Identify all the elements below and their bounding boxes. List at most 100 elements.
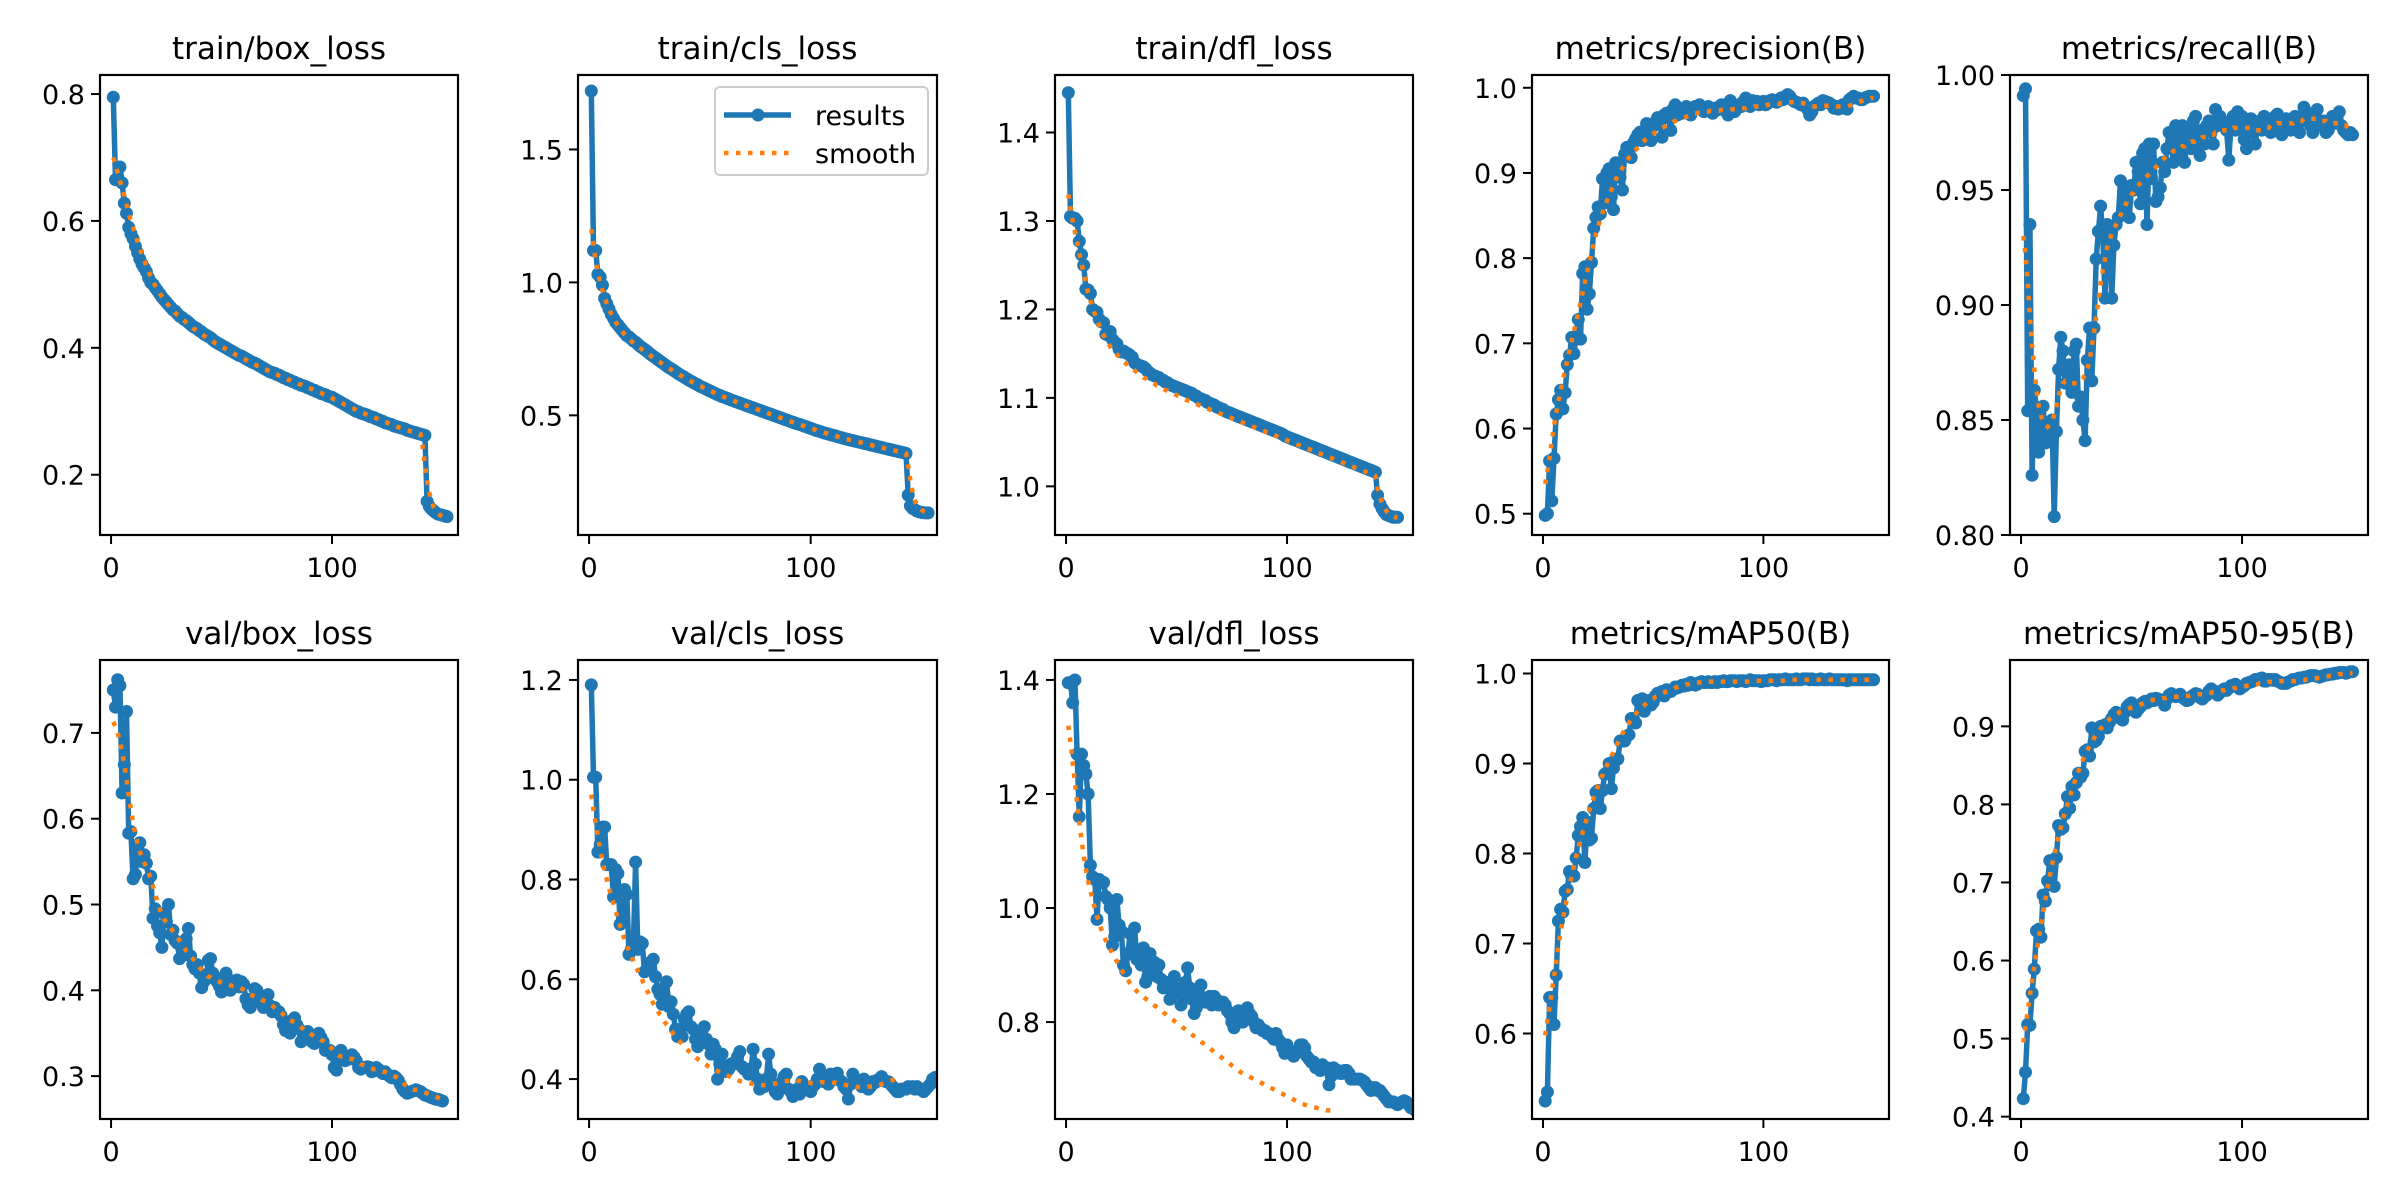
y-tick-label: 0.5 (1952, 1025, 1995, 1056)
x-tick-label: 100 (306, 553, 358, 584)
results-point (2248, 137, 2262, 151)
results-point (1072, 810, 1086, 824)
subplot-title: metrics/recall(B) (2061, 31, 2317, 67)
results-point (2094, 199, 2108, 213)
results-point (1615, 183, 1629, 197)
plot-area (2016, 82, 2359, 524)
results-point (2293, 126, 2306, 139)
subplot-title: metrics/precision(B) (1555, 31, 1867, 67)
results-line (1543, 91, 1875, 518)
smooth-line (589, 794, 900, 1090)
x-tick-label: 100 (785, 1137, 837, 1168)
plot-area (1061, 86, 1404, 524)
y-tick-label: 1.0 (997, 894, 1040, 925)
results-line (110, 676, 444, 1104)
results-point (2025, 468, 2039, 482)
axes-frame (2008, 658, 2370, 1121)
results-point (2332, 105, 2346, 119)
x-tick-label: 0 (2012, 553, 2029, 584)
results-point (1181, 961, 1195, 975)
subplot-title: metrics/mAP50(B) (1570, 616, 1851, 652)
y-tick-label: 1.2 (997, 780, 1040, 811)
legend-label-smooth: smooth (815, 139, 916, 170)
results-point (120, 705, 133, 718)
subplot-title: val/cls_loss (671, 616, 845, 652)
results-point (204, 952, 217, 966)
results-point (1558, 386, 1572, 400)
results-point (1604, 782, 1618, 796)
subplot-val-cls-loss: val/cls_loss 0 100 0.4 0.6 0.8 1.0 1.2 (520, 616, 939, 1168)
y-tick-label: 0.3 (42, 1062, 85, 1093)
results-point (2147, 137, 2161, 151)
y-tick-label: 0.85 (1935, 406, 1995, 437)
subplot-title: train/box_loss (172, 31, 386, 67)
results-point (682, 1005, 696, 1019)
plot-area (1061, 673, 1413, 1117)
x-tick-label: 0 (1534, 1137, 1551, 1168)
y-tick-label: 0.8 (1952, 790, 1995, 821)
results-point (733, 1045, 747, 1059)
results-line (588, 684, 937, 1102)
x-tick-label: 100 (306, 1137, 358, 1168)
results-point (1593, 802, 1607, 815)
results-point (2036, 399, 2050, 413)
y-tick-label: 0.4 (1952, 1103, 1995, 1134)
results-point (715, 1047, 729, 1061)
results-point (1587, 221, 1601, 235)
results-point (1068, 673, 1082, 687)
x-tick-label: 100 (2216, 1137, 2268, 1168)
results-point (1593, 207, 1607, 221)
results-point (2080, 353, 2094, 367)
results-point (615, 912, 629, 926)
results-point (1556, 905, 1570, 919)
results-point (649, 970, 663, 984)
plot-area (584, 84, 935, 520)
results-point (1061, 86, 1075, 100)
y-tick-label: 1.0 (520, 766, 563, 797)
results-point (611, 867, 625, 880)
results-point (2122, 211, 2136, 225)
results-point (2054, 330, 2068, 344)
x-tick-label: 0 (1057, 1137, 1074, 1168)
results-point (746, 1042, 760, 1056)
results-point (261, 988, 275, 1002)
y-tick-label: 1.0 (1474, 74, 1517, 105)
results-point (2310, 103, 2324, 116)
results-point (153, 926, 167, 940)
subplot-val-dfl-loss: val/dfl_loss 0 100 0.8 1.0 1.2 1.4 (997, 616, 1415, 1168)
x-tick-label: 0 (1057, 553, 1074, 584)
results-point (762, 1047, 776, 1061)
subplot-train-cls-loss: train/cls_loss 0 100 0.5 1.0 1.5 results smooth (520, 31, 939, 584)
results-point (595, 278, 609, 292)
results-point (1582, 287, 1596, 301)
results-point (2076, 413, 2090, 427)
subplot-title: metrics/mAP50-95(B) (2023, 616, 2355, 652)
y-tick-label: 1.5 (520, 135, 563, 166)
results-point (2016, 1092, 2030, 1106)
results-point (106, 90, 120, 104)
results-point (1644, 134, 1658, 148)
results-point (237, 977, 251, 991)
y-tick-label: 0.8 (1474, 244, 1517, 275)
y-tick-label: 0.8 (1474, 840, 1517, 871)
y-tick-label: 0.8 (997, 1008, 1040, 1039)
results-point (2133, 197, 2147, 211)
x-tick-label: 100 (1738, 1137, 1790, 1168)
results-point (1578, 856, 1592, 869)
results-point (2078, 434, 2092, 448)
y-tick-label: 0.6 (520, 965, 563, 996)
results-point (697, 1020, 711, 1034)
results-point (2107, 238, 2121, 252)
plot-area (1538, 672, 1881, 1108)
results-point (1664, 123, 1678, 137)
y-tick-label: 1.3 (997, 207, 1040, 238)
subplot-metrics-map50-95-b: metrics/mAP50-95(B) 0 100 0.4 0.5 0.6 0.7 0.8 0.… (1952, 616, 2370, 1168)
results-point (1134, 958, 1148, 972)
results-point (1070, 214, 1084, 228)
results-point (2085, 374, 2099, 388)
y-tick-label: 1.2 (520, 666, 563, 697)
y-tick-label: 0.4 (42, 334, 85, 365)
results-point (2047, 510, 2061, 524)
subplot-metrics-map50-b: metrics/mAP50(B) 0 100 0.6 0.7 0.8 0.9 1.0 (1474, 616, 1891, 1168)
results-point (1574, 332, 1587, 346)
